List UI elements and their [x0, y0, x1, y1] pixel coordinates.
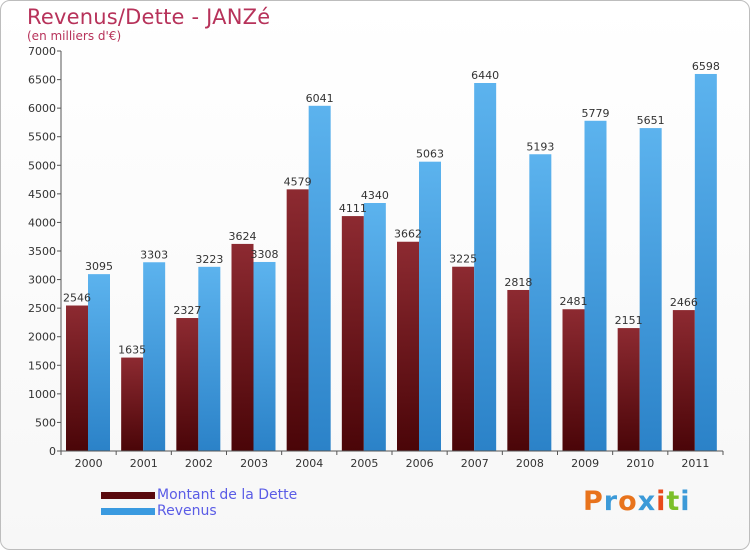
value-label-revenus-2009: 5779 [582, 107, 610, 120]
bars-layer: 2546 3095 1635 3303 2327 3223 3624 3308 4579 6041… [63, 60, 720, 452]
value-label-dette-2007: 3225 [449, 253, 477, 266]
axis-layer: 0 500 1000 1500 2000 2500 3000 3500 4000 4500 5000… [28, 45, 724, 470]
bar-dette-2004 [286, 189, 309, 452]
bar-dette-2009 [562, 309, 585, 451]
y-tick-label-7000: 7000 [28, 45, 56, 58]
value-label-dette-2002: 2327 [173, 304, 201, 317]
logo-letter: r [603, 486, 619, 517]
legend-item-dette: Montant de la Dette [101, 487, 297, 503]
chart-title: Revenus/Dette - JANZé [27, 5, 271, 29]
logo-letter: x [637, 486, 657, 517]
bar-revenus-2007 [474, 83, 497, 451]
y-tick-label-2000: 2000 [28, 331, 56, 344]
x-tick-label-2004: 2004 [295, 457, 323, 470]
y-tick-label-0: 0 [49, 445, 56, 458]
bar-revenus-2002 [198, 266, 221, 451]
proxiti-logo: Proxiti [583, 486, 691, 517]
y-tick-label-500: 500 [35, 416, 56, 429]
legend-label-dette: Montant de la Dette [157, 487, 298, 503]
value-label-dette-2000: 2546 [63, 292, 91, 305]
chart-subtitle: (en milliers d'€) [27, 29, 122, 43]
bar-dette-2001 [121, 357, 144, 451]
bar-revenus-2003 [253, 261, 276, 451]
value-label-revenus-2006: 5063 [416, 148, 444, 161]
value-label-revenus-2003: 3308 [251, 248, 279, 261]
bar-dette-2007 [452, 266, 475, 451]
bar-revenus-2008 [529, 154, 552, 451]
logo-letter: t [666, 486, 681, 517]
value-label-dette-2010: 2151 [615, 314, 643, 327]
legend-swatch-revenus [101, 507, 155, 515]
y-tick-label-1000: 1000 [28, 388, 56, 401]
bar-revenus-2005 [363, 203, 386, 451]
value-label-revenus-2001: 3303 [140, 248, 168, 261]
x-tick-label-2002: 2002 [185, 457, 213, 470]
value-label-revenus-2004: 6041 [306, 92, 334, 105]
value-label-revenus-2011: 6598 [692, 60, 720, 73]
y-tick-label-1500: 1500 [28, 359, 56, 372]
value-label-dette-2011: 2466 [670, 296, 698, 309]
bar-revenus-2000 [88, 274, 110, 451]
bar-dette-2005 [341, 216, 364, 451]
value-label-dette-2001: 1635 [118, 344, 146, 357]
bar-dette-2000 [66, 305, 88, 451]
value-label-dette-2006: 3662 [394, 228, 422, 241]
value-label-revenus-2005: 4340 [361, 189, 389, 202]
logo-letter: i [656, 486, 667, 517]
y-tick-label-3500: 3500 [28, 245, 56, 258]
x-tick-label-2009: 2009 [571, 457, 599, 470]
x-tick-label-2007: 2007 [461, 457, 489, 470]
bar-revenus-2001 [143, 262, 166, 451]
x-tick-label-2010: 2010 [626, 457, 654, 470]
bar-revenus-2011 [694, 73, 717, 451]
logo-letter: o [618, 486, 638, 517]
x-tick-label-2000: 2000 [75, 457, 103, 470]
value-label-dette-2004: 4579 [284, 175, 312, 188]
legend: Montant de la Dette Revenus [101, 487, 297, 519]
logo-letter: P [583, 486, 604, 517]
y-tick-label-5000: 5000 [28, 159, 56, 172]
bar-dette-2006 [397, 241, 419, 451]
bar-revenus-2006 [419, 161, 441, 451]
x-tick-label-2008: 2008 [516, 457, 544, 470]
bar-dette-2011 [672, 310, 695, 451]
bar-revenus-2004 [308, 105, 331, 452]
y-tick-label-5500: 5500 [28, 131, 56, 144]
x-tick-label-2011: 2011 [681, 457, 709, 470]
y-tick-label-6000: 6000 [28, 102, 56, 115]
y-tick-label-2500: 2500 [28, 302, 56, 315]
x-tick-label-2003: 2003 [240, 457, 268, 470]
x-tick-label-2006: 2006 [406, 457, 434, 470]
bar-dette-2010 [617, 328, 640, 451]
y-tick-label-6500: 6500 [28, 74, 56, 87]
x-tick-label-2001: 2001 [130, 457, 158, 470]
value-label-dette-2005: 4111 [339, 202, 367, 215]
value-label-revenus-2008: 5193 [526, 140, 554, 153]
bar-dette-2008 [507, 289, 530, 451]
y-tick-label-3000: 3000 [28, 274, 56, 287]
bar-revenus-2009 [584, 120, 607, 452]
value-label-revenus-2002: 3223 [195, 253, 223, 266]
y-tick-label-4000: 4000 [28, 216, 56, 229]
legend-label-revenus: Revenus [157, 503, 217, 519]
x-tick-label-2005: 2005 [350, 457, 378, 470]
bar-dette-2003 [231, 243, 254, 451]
value-label-dette-2003: 3624 [229, 230, 257, 243]
bar-revenus-2010 [639, 128, 662, 451]
value-label-revenus-2007: 6440 [471, 69, 499, 82]
value-label-dette-2009: 2481 [560, 295, 588, 308]
value-label-revenus-2000: 3095 [85, 260, 113, 273]
logo-letter: i [680, 486, 691, 517]
value-label-dette-2008: 2818 [504, 276, 532, 289]
value-label-revenus-2010: 5651 [637, 114, 665, 127]
legend-swatch-dette [101, 491, 155, 499]
y-tick-label-4500: 4500 [28, 188, 56, 201]
legend-item-revenus: Revenus [101, 503, 297, 519]
bar-dette-2002 [176, 318, 199, 451]
